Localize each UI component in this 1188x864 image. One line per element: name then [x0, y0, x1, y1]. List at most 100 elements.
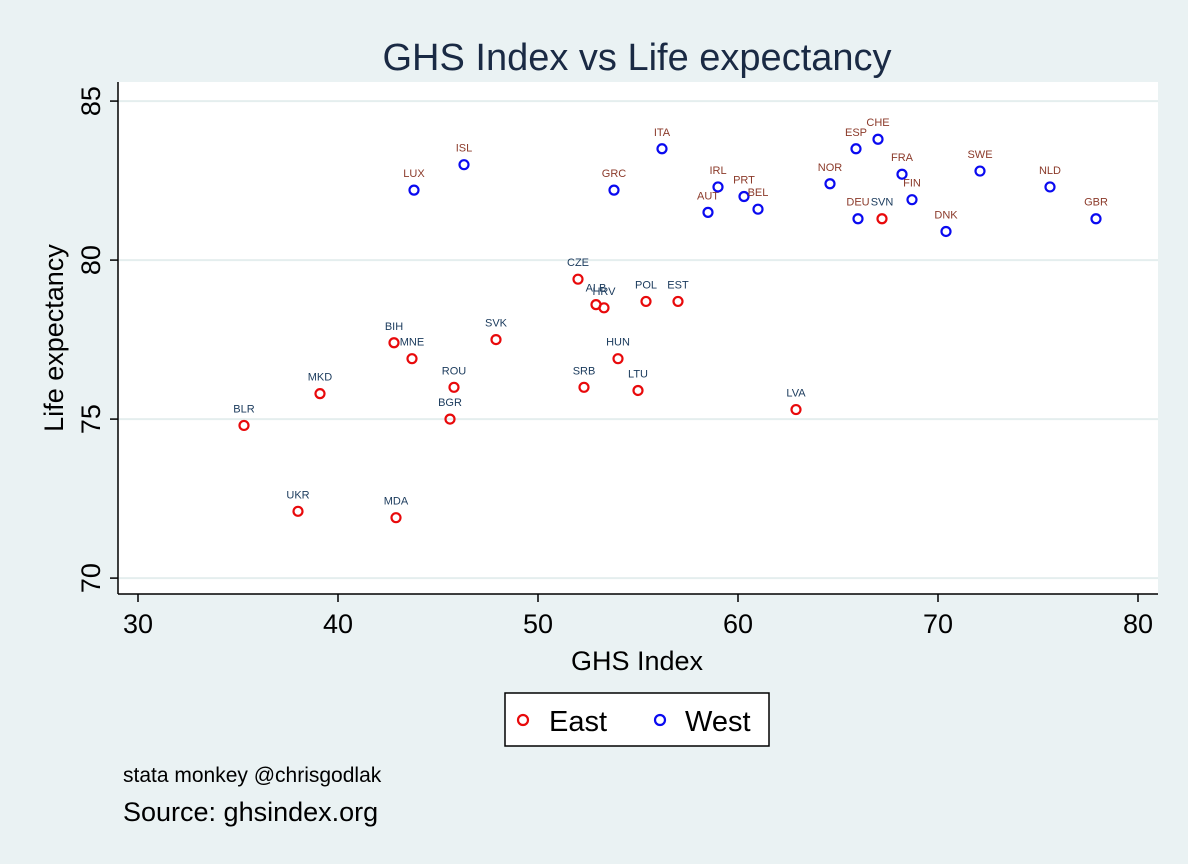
point-marker-fin [906, 194, 918, 206]
point-marker-pol [640, 295, 652, 308]
x-tick-label: 80 [1123, 609, 1153, 639]
legend-marker-west [653, 713, 667, 727]
point-label-che: CHE [866, 117, 889, 129]
x-axis-ticks: 30 40 50 60 70 80 [123, 594, 1153, 639]
point-marker-grc [608, 184, 620, 196]
y-tick-label: 75 [76, 404, 106, 434]
y-tick-label: 80 [76, 245, 106, 275]
point-label-hun: HUN [606, 337, 630, 349]
x-tick-label: 60 [723, 609, 753, 639]
point-label-deu: DEU [846, 197, 869, 209]
point-marker-svn [876, 213, 888, 225]
point-label-dnk: DNK [934, 209, 958, 221]
point-label-ita: ITA [654, 127, 671, 139]
point-marker-svk [490, 333, 502, 346]
legend-marker-east [516, 713, 530, 727]
point-marker-hun [612, 353, 624, 365]
point-label-svn: SVN [871, 197, 894, 209]
point-marker-mne [406, 353, 418, 365]
point-marker-nld [1044, 181, 1056, 193]
point-label-fra: FRA [891, 152, 914, 164]
point-label-swe: SWE [967, 149, 992, 161]
point-marker-bih [388, 337, 400, 349]
point-marker-aut [702, 206, 714, 218]
point-label-mkd: MKD [308, 372, 333, 384]
point-label-gbr: GBR [1084, 197, 1108, 209]
point-label-bih: BIH [385, 321, 403, 333]
point-label-mne: MNE [400, 337, 424, 349]
point-marker-esp [850, 143, 862, 155]
point-marker-ukr [292, 505, 304, 517]
point-marker-lva [790, 403, 802, 416]
point-marker-che [872, 133, 884, 145]
point-marker-nor [824, 178, 836, 190]
axes [117, 82, 1158, 595]
point-marker-bel [752, 203, 764, 215]
point-label-grc: GRC [602, 168, 627, 180]
y-tick-label: 70 [76, 563, 106, 593]
point-label-bel: BEL [748, 187, 769, 199]
point-label-nld: NLD [1039, 165, 1061, 177]
legend-label-east: East [549, 706, 607, 738]
x-tick-label: 30 [123, 609, 153, 639]
point-label-est: EST [667, 279, 689, 291]
point-marker-dnk [940, 225, 952, 238]
grid-lines [118, 100, 1158, 580]
chart-title: GHS Index vs Life expectancy [382, 37, 891, 79]
point-label-ukr: UKR [286, 489, 309, 501]
point-marker-mda [390, 512, 402, 524]
y-axis-label: Life expectancy [39, 244, 69, 432]
point-label-aut: AUT [697, 190, 719, 202]
point-marker-blr [238, 419, 250, 432]
x-tick-label: 70 [923, 609, 953, 639]
point-marker-irl [712, 181, 724, 193]
point-marker-bgr [444, 413, 456, 425]
point-label-blr: BLR [233, 403, 254, 415]
point-marker-swe [974, 165, 986, 177]
point-label-irl: IRL [709, 165, 726, 177]
point-marker-lux [408, 184, 420, 196]
point-label-cze: CZE [567, 257, 589, 269]
point-marker-gbr [1090, 213, 1102, 225]
author-note: stata monkey @chrisgodlak [123, 764, 382, 787]
y-tick-label: 85 [76, 86, 106, 116]
point-marker-cze [572, 273, 584, 285]
point-label-fin: FIN [903, 178, 921, 190]
point-marker-deu [852, 213, 864, 225]
point-label-bgr: BGR [438, 397, 462, 409]
point-marker-fra [896, 168, 908, 180]
legend: East West [504, 692, 770, 747]
point-label-rou: ROU [442, 365, 467, 377]
x-axis-label: GHS Index [571, 646, 704, 676]
point-label-svk: SVK [485, 318, 508, 330]
point-marker-est [672, 295, 684, 308]
plot-area [118, 82, 1158, 594]
x-tick-label: 50 [523, 609, 553, 639]
point-label-lva: LVA [786, 388, 806, 400]
y-axis-ticks: 70 75 80 85 [76, 86, 118, 593]
legend-label-west: West [685, 706, 751, 738]
point-marker-srb [578, 381, 590, 393]
point-marker-isl [458, 159, 470, 171]
point-label-alb: ALB [586, 283, 607, 295]
point-marker-prt [738, 190, 750, 203]
point-label-prt: PRT [733, 174, 755, 186]
point-marker-mkd [314, 388, 326, 400]
point-marker-rou [448, 381, 460, 393]
point-label-esp: ESP [845, 127, 867, 139]
point-label-nor: NOR [818, 162, 843, 174]
point-label-isl: ISL [456, 143, 473, 155]
legend-box [504, 692, 770, 747]
point-label-hrv: HRV [592, 286, 616, 298]
point-label-ltu: LTU [628, 368, 648, 380]
point-marker-hrv [598, 302, 610, 314]
x-tick-label: 40 [323, 609, 353, 639]
point-label-mda: MDA [384, 496, 409, 508]
point-marker-ita [656, 143, 668, 155]
point-label-lux: LUX [403, 168, 425, 180]
point-label-pol: POL [635, 279, 657, 291]
point-marker-ltu [632, 384, 644, 397]
point-label-srb: SRB [573, 365, 596, 377]
